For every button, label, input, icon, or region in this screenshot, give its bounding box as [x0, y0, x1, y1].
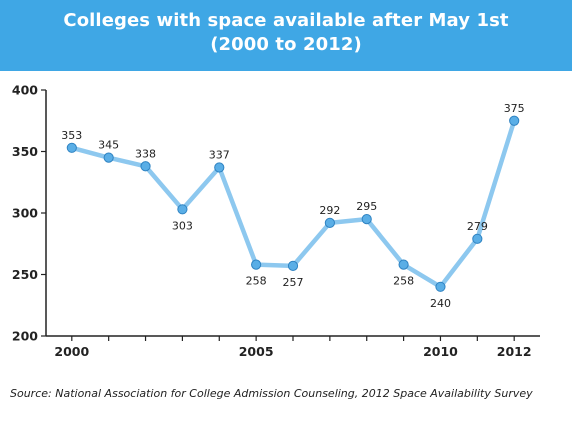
y-tick-label: 350	[12, 144, 38, 159]
x-tick-label: 2010	[423, 344, 458, 359]
data-label: 337	[209, 148, 230, 161]
title-banner: Colleges with space available after May …	[0, 0, 572, 71]
data-label: 258	[393, 275, 414, 288]
x-tick-label: 2012	[497, 344, 532, 359]
data-label: 353	[61, 129, 82, 142]
chart-series	[66, 115, 520, 292]
chart-axes	[45, 90, 540, 337]
data-point	[140, 161, 151, 172]
x-tick-label: 2005	[239, 344, 274, 359]
data-point	[214, 162, 225, 173]
data-label: 295	[356, 200, 377, 213]
data-point	[361, 214, 372, 225]
data-label: 303	[172, 219, 193, 232]
data-label: 257	[283, 276, 304, 289]
y-tick-label: 400	[12, 83, 38, 98]
source-note: Source: National Association for College…	[10, 387, 533, 400]
data-label: 240	[430, 297, 451, 310]
data-label: 375	[504, 102, 525, 115]
chart-subtitle: (2000 to 2012)	[210, 34, 362, 55]
chart-ticks: 200 250 300 350 400 2000 2005 2010 2012	[12, 83, 532, 360]
data-point	[177, 204, 188, 215]
data-point	[103, 152, 114, 163]
data-label: 292	[319, 204, 340, 217]
data-point	[435, 281, 446, 292]
data-point	[251, 259, 262, 270]
chart-title: Colleges with space available after May …	[63, 10, 509, 31]
data-point	[509, 115, 520, 126]
data-label: 258	[246, 275, 267, 288]
data-point	[324, 217, 335, 228]
data-point	[287, 260, 299, 271]
line-chart: 200 250 300 350 400 2000 2005 2010 2012 353 345 33…	[12, 83, 540, 360]
y-tick-label: 250	[12, 267, 38, 282]
data-point	[66, 142, 77, 153]
data-point	[472, 233, 483, 244]
chart-data-labels: 353 345 338 303 337 258 257 292 295 258 240 279 375	[61, 102, 524, 310]
data-label: 338	[135, 147, 156, 160]
y-tick-label: 300	[12, 206, 38, 221]
y-tick-label: 200	[12, 329, 38, 344]
data-label: 345	[98, 139, 119, 152]
x-tick-label: 2000	[54, 344, 89, 359]
data-point	[398, 259, 409, 270]
data-label: 279	[467, 220, 488, 233]
